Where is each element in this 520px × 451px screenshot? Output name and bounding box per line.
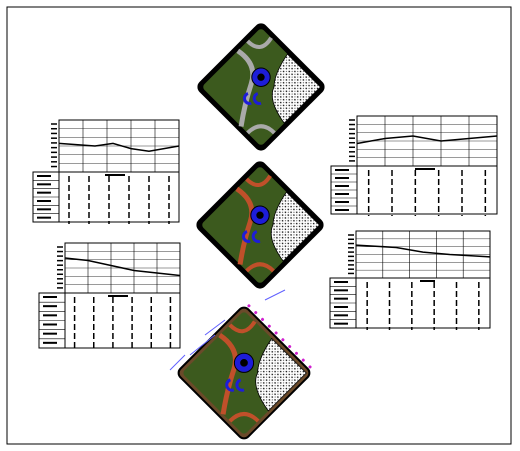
row-label: [43, 305, 57, 308]
row-label: [37, 216, 51, 219]
dimension-line: [169, 354, 186, 371]
profile-line: [355, 244, 491, 258]
plan-path: [246, 124, 276, 135]
marker: [294, 351, 298, 355]
profile-sheet: [38, 242, 181, 350]
plan-path: [228, 412, 260, 423]
plan-path: [246, 36, 273, 49]
dimension-line: [204, 319, 226, 336]
pond: [235, 378, 245, 392]
marker: [308, 365, 312, 369]
row-label: [335, 209, 349, 211]
title-bar: [420, 280, 435, 282]
dimension-line: [264, 289, 286, 301]
row-label: [335, 169, 349, 171]
plan-paving: [270, 191, 320, 262]
profile-sheet: [330, 115, 498, 216]
fountain-core: [257, 73, 265, 81]
marker: [288, 345, 292, 349]
marker: [261, 317, 265, 321]
profile-line: [356, 135, 498, 145]
profiles: [32, 115, 498, 350]
pond: [242, 230, 251, 244]
pond: [251, 230, 261, 244]
title-bar: [415, 168, 435, 170]
marker: [281, 338, 285, 342]
row-label: [37, 208, 51, 211]
row-label: [335, 201, 349, 203]
plan-path: [236, 48, 256, 127]
site-plan: [197, 23, 325, 151]
row-label: [43, 341, 57, 344]
row-label: [335, 177, 349, 179]
fountain-core: [256, 211, 264, 219]
row-label: [37, 183, 51, 186]
pond: [252, 92, 262, 106]
row-label: [334, 322, 348, 325]
profile-sheet: [329, 230, 491, 330]
row-label: [335, 185, 349, 187]
row-label: [334, 314, 348, 317]
row-label: [43, 314, 57, 317]
row-label: [37, 200, 51, 202]
row-label: [334, 281, 348, 283]
marker: [274, 331, 278, 335]
plan-path: [245, 174, 272, 187]
plan-path: [218, 333, 238, 415]
profile-line: [58, 142, 180, 152]
row-label: [334, 297, 348, 300]
marker: [267, 324, 271, 328]
site-plan: [196, 161, 324, 289]
title-bar: [105, 174, 125, 176]
plans: [169, 23, 325, 440]
marker: [301, 358, 305, 362]
pond: [225, 378, 235, 392]
row-label: [43, 296, 57, 298]
marker: [247, 304, 251, 308]
plan-path: [235, 186, 255, 265]
row-label: [334, 289, 348, 292]
marker: [254, 311, 258, 315]
pond: [243, 92, 252, 106]
title-bar: [108, 295, 128, 297]
plan-path: [245, 262, 275, 273]
dimension-line: [189, 334, 216, 356]
row-label: [334, 306, 348, 308]
fountain-core: [240, 358, 248, 367]
profile-sheet: [32, 119, 180, 224]
plan-path: [228, 320, 257, 334]
plan-paving: [255, 337, 307, 412]
row-label: [37, 175, 51, 177]
row-label: [43, 332, 57, 335]
plan-paving: [271, 53, 321, 124]
row-label: [43, 323, 57, 326]
row-label: [335, 193, 349, 195]
profile-line: [64, 257, 181, 277]
row-label: [37, 191, 51, 194]
